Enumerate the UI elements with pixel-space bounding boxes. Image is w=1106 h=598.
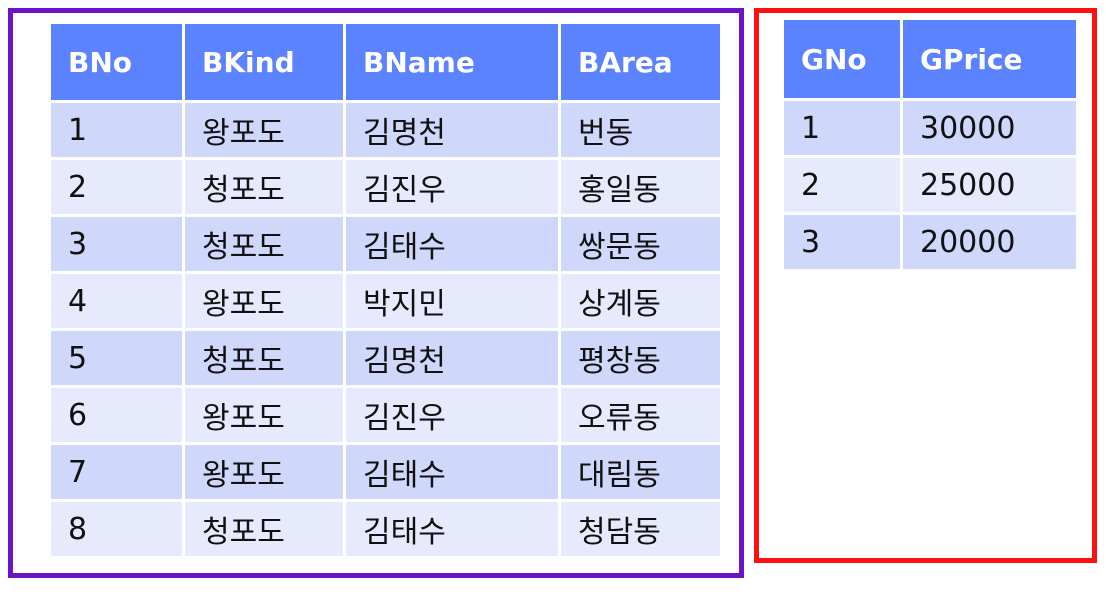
table-row: 3 청포도 김태수 쌍문동 <box>51 217 720 271</box>
table-row: 5 청포도 김명천 평창동 <box>51 331 720 385</box>
cell-bno: 7 <box>51 445 182 499</box>
cell-bname: 김명천 <box>346 331 558 385</box>
header-bname: BName <box>346 24 558 100</box>
header-bno: BNo <box>51 24 182 100</box>
table-row: 2 청포도 김진우 홍일동 <box>51 160 720 214</box>
cell-bname: 김진우 <box>346 160 558 214</box>
cell-bno: 1 <box>51 103 182 157</box>
cell-gno: 2 <box>784 158 900 212</box>
cell-bname: 김명천 <box>346 103 558 157</box>
cell-bkind: 왕포도 <box>185 103 343 157</box>
table-row: 1 왕포도 김명천 번동 <box>51 103 720 157</box>
cell-barea: 청담동 <box>561 502 720 556</box>
header-barea: BArea <box>561 24 720 100</box>
g-table: GNo GPrice 1 30000 2 25000 3 20000 <box>781 17 1079 272</box>
g-table-header-row: GNo GPrice <box>784 20 1076 98</box>
cell-barea: 쌍문동 <box>561 217 720 271</box>
cell-bkind: 청포도 <box>185 502 343 556</box>
b-table-frame <box>8 8 744 578</box>
cell-bno: 3 <box>51 217 182 271</box>
cell-bno: 5 <box>51 331 182 385</box>
cell-barea: 홍일동 <box>561 160 720 214</box>
cell-barea: 번동 <box>561 103 720 157</box>
cell-bkind: 왕포도 <box>185 388 343 442</box>
cell-bname: 김태수 <box>346 445 558 499</box>
header-gprice: GPrice <box>903 20 1076 98</box>
cell-barea: 오류동 <box>561 388 720 442</box>
cell-bno: 8 <box>51 502 182 556</box>
header-gno: GNo <box>784 20 900 98</box>
table-row: 7 왕포도 김태수 대림동 <box>51 445 720 499</box>
cell-bkind: 청포도 <box>185 217 343 271</box>
cell-bno: 4 <box>51 274 182 328</box>
header-bkind: BKind <box>185 24 343 100</box>
cell-gno: 3 <box>784 215 900 269</box>
table-row: 3 20000 <box>784 215 1076 269</box>
table-row: 4 왕포도 박지민 상계동 <box>51 274 720 328</box>
cell-gprice: 30000 <box>903 101 1076 155</box>
cell-gprice: 25000 <box>903 158 1076 212</box>
cell-bkind: 왕포도 <box>185 274 343 328</box>
cell-barea: 상계동 <box>561 274 720 328</box>
b-table-header-row: BNo BKind BName BArea <box>51 24 720 100</box>
cell-bname: 김진우 <box>346 388 558 442</box>
cell-barea: 평창동 <box>561 331 720 385</box>
table-row: 8 청포도 김태수 청담동 <box>51 502 720 556</box>
cell-bno: 6 <box>51 388 182 442</box>
cell-barea: 대림동 <box>561 445 720 499</box>
cell-bname: 박지민 <box>346 274 558 328</box>
b-table: BNo BKind BName BArea 1 왕포도 김명천 번동 2 청포도… <box>48 21 723 559</box>
cell-bkind: 청포도 <box>185 160 343 214</box>
cell-bname: 김태수 <box>346 217 558 271</box>
cell-bkind: 왕포도 <box>185 445 343 499</box>
table-row: 1 30000 <box>784 101 1076 155</box>
g-table-frame <box>754 8 1097 563</box>
cell-bkind: 청포도 <box>185 331 343 385</box>
cell-bno: 2 <box>51 160 182 214</box>
cell-bname: 김태수 <box>346 502 558 556</box>
table-row: 6 왕포도 김진우 오류동 <box>51 388 720 442</box>
cell-gno: 1 <box>784 101 900 155</box>
table-row: 2 25000 <box>784 158 1076 212</box>
cell-gprice: 20000 <box>903 215 1076 269</box>
